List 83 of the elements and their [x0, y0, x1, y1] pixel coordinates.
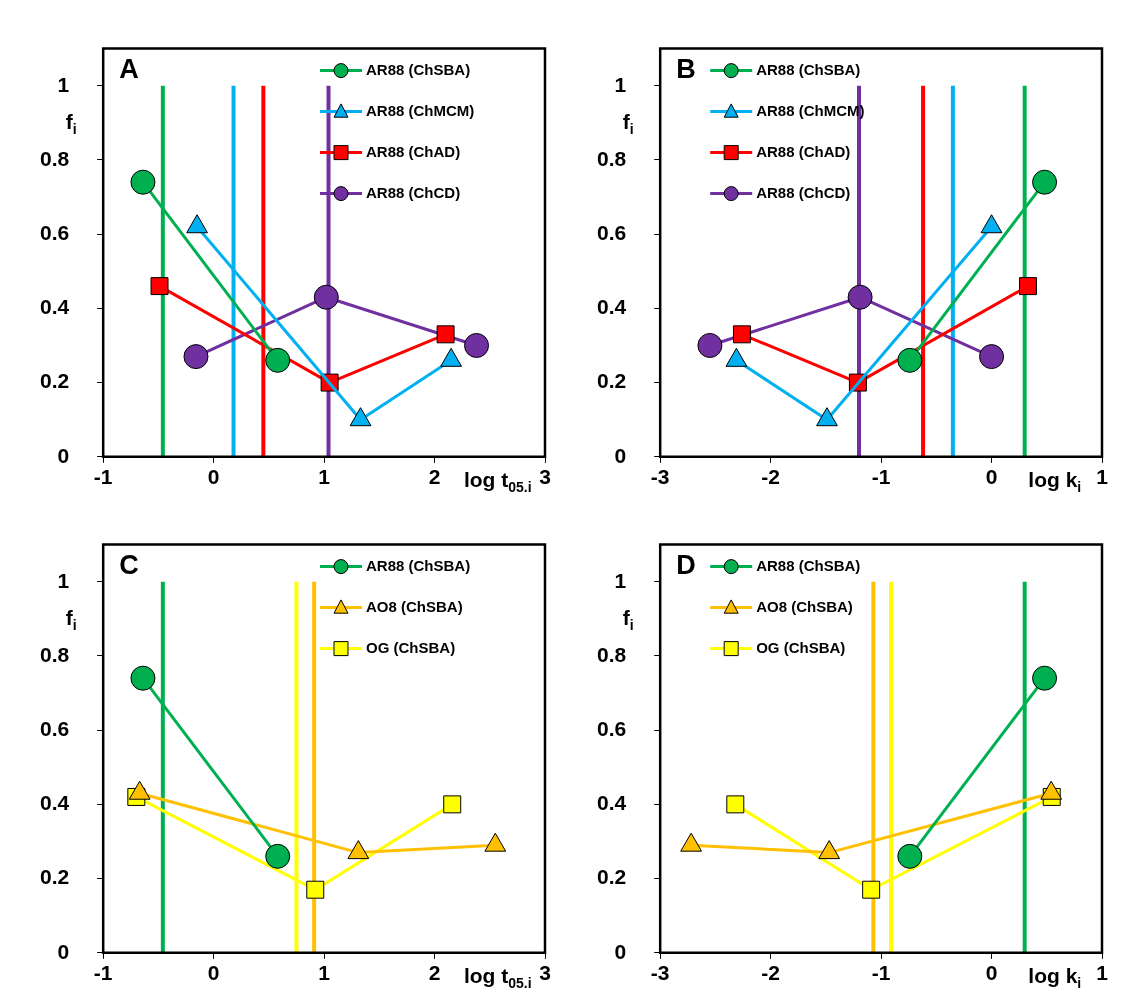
y-tick-label: 0.2 [596, 865, 627, 889]
x-tick-label: 1 [1096, 961, 1109, 985]
legend-label: AO8 (ChSBA) [756, 597, 853, 615]
x-tick-label: -1 [93, 961, 113, 985]
x-tick-label: 1 [1096, 465, 1109, 489]
x-tick-label: -2 [761, 465, 780, 489]
y-tick-label: 0 [614, 939, 627, 963]
x-tick-label: 2 [428, 465, 441, 489]
y-tick-label: 0.2 [39, 865, 70, 889]
x-tick-label: -1 [93, 465, 113, 489]
point [313, 284, 339, 310]
y-tick-label: 0 [57, 939, 70, 963]
point [1032, 169, 1058, 195]
x-tick-label: 1 [318, 961, 331, 985]
y-tick-label: 0.2 [596, 369, 627, 393]
legend-label: AR88 (ChAD) [366, 142, 461, 160]
legend-label: AR88 (ChSBA) [756, 60, 861, 78]
point [150, 277, 169, 296]
y-tick-label: 0.6 [39, 220, 70, 244]
y-tick-label: 0.8 [596, 642, 627, 666]
point [897, 843, 923, 869]
legend-label: AR88 (ChSBA) [366, 60, 471, 78]
legend-label: AR88 (ChCD) [366, 183, 461, 201]
point [1019, 277, 1037, 296]
y-tick-label: 0.4 [596, 791, 627, 815]
y-tick-label: 1 [614, 568, 627, 592]
y-tick-label: 0.6 [596, 220, 627, 244]
point [1032, 665, 1058, 691]
y-tick-label: 0.8 [39, 642, 70, 666]
point [265, 347, 291, 373]
point [862, 880, 881, 899]
x-tick-label: -2 [761, 961, 780, 985]
x-tick-label: -1 [871, 465, 891, 489]
point [979, 344, 1005, 370]
y-tick-label: 1 [614, 72, 627, 96]
y-tick-label: 0.6 [596, 716, 627, 740]
point [847, 284, 873, 310]
point [183, 344, 209, 370]
point [436, 325, 455, 344]
point [130, 169, 156, 195]
y-tick-label: 0 [57, 443, 70, 467]
y-tick-label: 0.4 [39, 791, 70, 815]
annotation: C [119, 550, 139, 581]
legend-label: AR88 (ChMCM) [366, 101, 475, 119]
x-tick-label: -3 [650, 961, 670, 985]
x-tick-label: 3 [539, 961, 551, 985]
point [130, 665, 156, 691]
point [732, 325, 751, 344]
legend-label: AR88 (ChAD) [756, 142, 851, 160]
y-tick-label: 0.2 [39, 369, 70, 393]
annotation: D [676, 550, 696, 581]
x-tick-label: 1 [318, 465, 331, 489]
y-tick-label: 0.6 [39, 716, 70, 740]
point [443, 795, 462, 814]
x-tick-label: 0 [985, 465, 998, 489]
y-tick-label: 0 [614, 443, 627, 467]
y-tick-label: 0.8 [39, 146, 70, 170]
x-tick-label: 3 [539, 465, 551, 489]
point [726, 795, 745, 814]
x-tick-label: -1 [871, 961, 891, 985]
y-tick-label: 1 [57, 72, 70, 96]
legend-label: AR88 (ChSBA) [756, 556, 861, 574]
legend-label: AR88 (ChCD) [756, 183, 851, 201]
x-tick-label: 0 [207, 465, 220, 489]
x-tick-label: -3 [650, 465, 670, 489]
point [897, 347, 923, 373]
annotation: B [676, 54, 696, 85]
annotation: A [119, 54, 139, 85]
y-tick-label: 1 [57, 568, 70, 592]
x-tick-label: 0 [207, 961, 220, 985]
point [265, 843, 291, 869]
point [306, 880, 325, 899]
legend-label: OG (ChSBA) [366, 638, 456, 656]
y-tick-label: 0.4 [596, 295, 627, 319]
legend-label: OG (ChSBA) [756, 638, 846, 656]
point [697, 332, 723, 358]
y-tick-label: 0.4 [39, 295, 70, 319]
y-tick-label: 0.8 [596, 146, 627, 170]
legend-label: AR88 (ChSBA) [366, 556, 471, 574]
x-tick-label: 0 [985, 961, 998, 985]
x-tick-label: 2 [428, 961, 441, 985]
legend-label: AO8 (ChSBA) [366, 597, 463, 615]
point [464, 332, 490, 358]
